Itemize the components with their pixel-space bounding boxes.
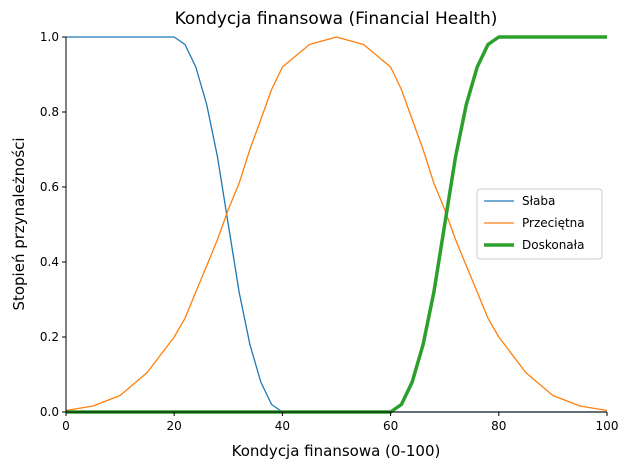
x-tick-label: 80 (491, 419, 506, 433)
x-axis-label: Kondycja finansowa (0-100) (232, 442, 441, 460)
legend-label-3: Doskonała (522, 238, 584, 252)
y-ticks: 0.0 0.2 0.4 0.6 0.8 1.0 (40, 30, 66, 419)
x-tick-label: 20 (167, 419, 182, 433)
y-tick-label: 1.0 (40, 30, 59, 44)
chart-title: Kondycja finansowa (Financial Health) (175, 9, 498, 29)
series-line-2 (65, 36, 608, 412)
legend: Słaba Przeciętna Doskonała (476, 188, 603, 260)
x-tick-label: 40 (275, 419, 290, 433)
x-ticks: 0 20 40 60 80 100 (62, 412, 618, 433)
y-axis-label: Stopień przynależności (10, 137, 28, 310)
legend-box (476, 188, 603, 260)
y-tick-label: 0.8 (40, 105, 59, 119)
x-tick-label: 0 (62, 419, 70, 433)
y-tick-label: 0.0 (40, 405, 59, 419)
y-tick-label: 0.6 (40, 180, 59, 194)
x-tick-label: 100 (596, 419, 619, 433)
legend-label-1: Słaba (522, 194, 555, 208)
legend-label-2: Przeciętna (522, 216, 585, 230)
y-tick-label: 0.4 (40, 255, 59, 269)
x-tick-label: 60 (383, 419, 398, 433)
y-tick-label: 0.2 (40, 330, 59, 344)
